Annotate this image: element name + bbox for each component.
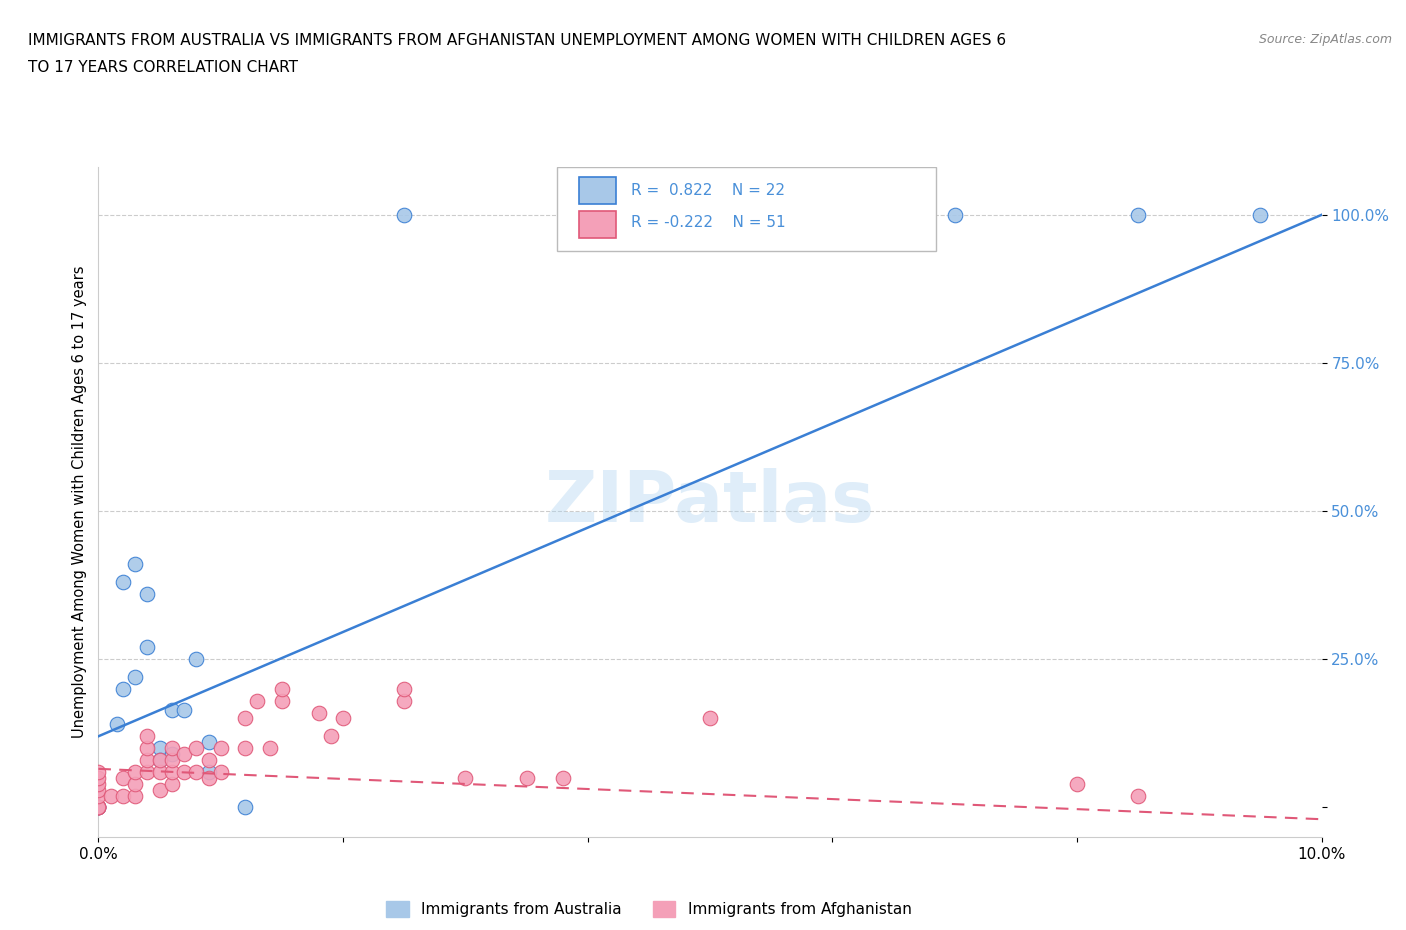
Point <box>186 740 208 755</box>
Point <box>173 764 195 779</box>
Point <box>100 788 122 803</box>
Point <box>308 705 330 720</box>
Point <box>149 740 172 755</box>
Point <box>173 702 195 717</box>
Point <box>270 682 292 697</box>
Point <box>87 788 110 803</box>
Point <box>270 693 292 708</box>
Point <box>87 800 110 815</box>
Point <box>160 764 183 779</box>
Point <box>197 735 219 750</box>
Point <box>160 740 183 755</box>
Point <box>454 770 477 785</box>
Point <box>392 207 416 222</box>
Point <box>87 800 110 815</box>
Point <box>160 777 183 791</box>
Legend: Immigrants from Australia, Immigrants from Afghanistan: Immigrants from Australia, Immigrants fr… <box>380 895 918 923</box>
Point <box>553 770 575 785</box>
Text: ZIPatlas: ZIPatlas <box>546 468 875 537</box>
Point <box>136 729 159 744</box>
Point <box>124 764 146 779</box>
Point <box>87 770 110 785</box>
Point <box>1249 207 1271 222</box>
Point <box>186 764 208 779</box>
Point <box>111 770 134 785</box>
Point <box>111 682 134 697</box>
Point <box>516 770 538 785</box>
Point <box>233 800 256 815</box>
Point <box>87 800 110 815</box>
Point <box>209 740 232 755</box>
Bar <box>579 211 616 238</box>
Point <box>87 800 110 815</box>
Text: R = -0.222    N = 51: R = -0.222 N = 51 <box>630 216 785 231</box>
Point <box>111 575 134 590</box>
Text: R =  0.822    N = 22: R = 0.822 N = 22 <box>630 183 785 198</box>
Text: IMMIGRANTS FROM AUSTRALIA VS IMMIGRANTS FROM AFGHANISTAN UNEMPLOYMENT AMONG WOME: IMMIGRANTS FROM AUSTRALIA VS IMMIGRANTS … <box>28 33 1007 47</box>
Point <box>124 557 146 572</box>
Point <box>87 764 110 779</box>
Point <box>136 764 159 779</box>
Point <box>136 752 159 767</box>
Text: Source: ZipAtlas.com: Source: ZipAtlas.com <box>1258 33 1392 46</box>
Point <box>246 693 269 708</box>
Point <box>197 770 219 785</box>
Point <box>392 693 416 708</box>
Point <box>233 711 256 726</box>
Point <box>136 640 159 655</box>
Point <box>197 752 219 767</box>
Point <box>943 207 966 222</box>
Point <box>124 777 146 791</box>
Point <box>197 764 219 779</box>
Point <box>259 740 281 755</box>
Point <box>1066 777 1088 791</box>
Point <box>173 747 195 762</box>
Point <box>111 788 134 803</box>
Point <box>124 788 146 803</box>
Point <box>87 777 110 791</box>
Point <box>87 800 110 815</box>
Y-axis label: Unemployment Among Women with Children Ages 6 to 17 years: Unemployment Among Women with Children A… <box>72 266 87 738</box>
FancyBboxPatch shape <box>557 167 936 251</box>
Point <box>160 752 183 767</box>
Point <box>149 752 172 767</box>
Point <box>1128 788 1150 803</box>
Point <box>1128 207 1150 222</box>
Point <box>699 711 721 726</box>
Point <box>149 764 172 779</box>
Bar <box>579 178 616 205</box>
Point <box>87 782 110 797</box>
Point <box>124 670 146 684</box>
Point <box>149 752 172 767</box>
Point <box>105 717 128 732</box>
Point <box>233 740 256 755</box>
Point <box>209 764 232 779</box>
Point <box>160 747 183 762</box>
Point <box>332 711 354 726</box>
Point <box>136 587 159 602</box>
Point <box>160 702 183 717</box>
Point <box>186 652 208 667</box>
Text: TO 17 YEARS CORRELATION CHART: TO 17 YEARS CORRELATION CHART <box>28 60 298 75</box>
Point <box>136 740 159 755</box>
Point <box>319 729 342 744</box>
Point <box>149 782 172 797</box>
Point <box>87 800 110 815</box>
Point <box>392 682 416 697</box>
